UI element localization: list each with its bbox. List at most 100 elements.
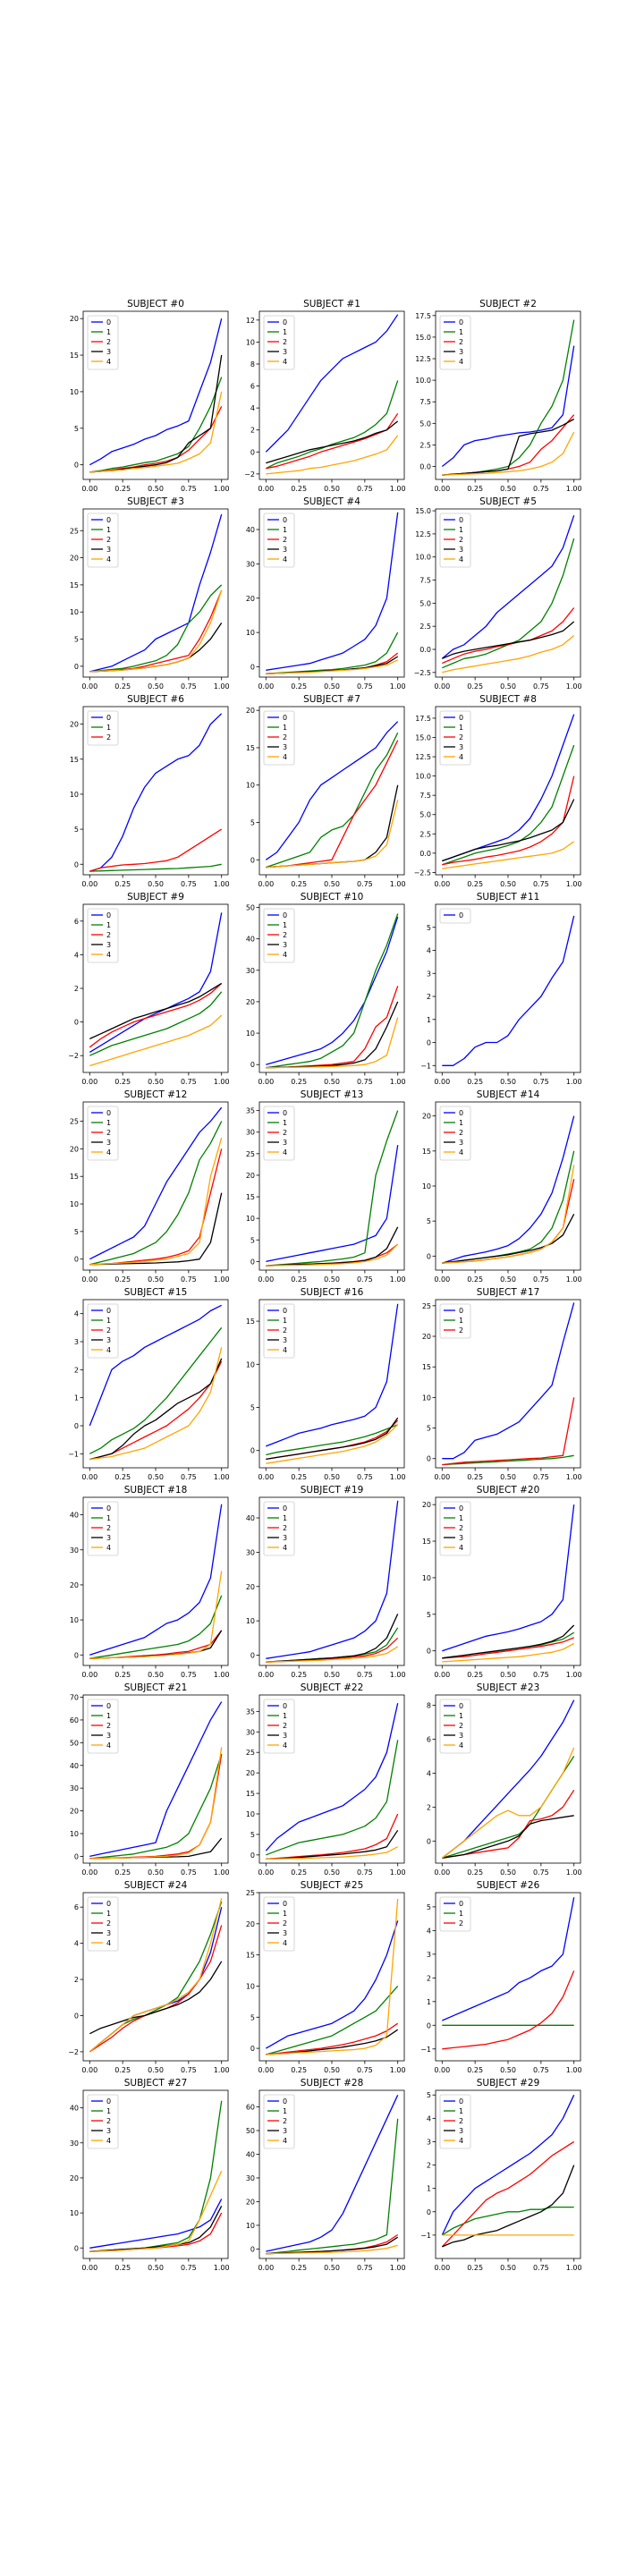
legend-label: 2 bbox=[459, 733, 463, 741]
x-tick-label: 0.00 bbox=[258, 485, 274, 493]
series-line-4 bbox=[266, 2244, 398, 2255]
series-line-3 bbox=[266, 420, 399, 464]
y-tick-label: 15 bbox=[246, 1790, 255, 1798]
subplot: SUBJECT #6 0.00 0.25 0.50 0.75 1.00 0 5 10 15 20 0 1… bbox=[70, 694, 230, 888]
x-tick-label: 0.00 bbox=[81, 1078, 97, 1086]
subplot-title: SUBJECT #14 bbox=[477, 1089, 540, 1100]
legend-label: 3 bbox=[106, 941, 111, 949]
series-line-2 bbox=[442, 607, 575, 665]
series-line-1 bbox=[442, 1631, 575, 1659]
subplot: SUBJECT #220.00 0.25 0.50 0.75 1.00051015202… bbox=[246, 1682, 406, 1877]
legend-label: 2 bbox=[283, 931, 287, 939]
y-tick-label: 2.5 bbox=[419, 830, 431, 838]
x-tick-label: 0.00 bbox=[434, 485, 450, 493]
x-tick-label: 0.00 bbox=[81, 682, 97, 691]
axes-frame bbox=[258, 2089, 405, 2259]
legend-label: 1 bbox=[283, 526, 287, 534]
legend-label: 3 bbox=[459, 546, 463, 554]
series-line-1 bbox=[89, 991, 223, 1056]
axes-frame bbox=[435, 2089, 581, 2259]
series-line-2 bbox=[89, 1630, 223, 1659]
series-line-0 bbox=[89, 318, 223, 466]
y-tick-label: −1 bbox=[420, 1062, 431, 1070]
y-tick-label: 6 bbox=[74, 1903, 79, 1911]
y-tick-label: 1 bbox=[427, 2185, 431, 2193]
legend-label: 0 bbox=[459, 911, 463, 919]
legend-label: 4 bbox=[106, 1939, 111, 1947]
subplot-title: SUBJECT #13 bbox=[301, 1089, 364, 1100]
series-line-1 bbox=[89, 584, 223, 673]
series-line-3 bbox=[442, 1213, 575, 1264]
y-tick-label: 4 bbox=[427, 1927, 431, 1935]
subplot-title: SUBJECT #12 bbox=[124, 1089, 188, 1100]
legend-label: 2 bbox=[459, 1722, 463, 1730]
x-tick-label: 0.00 bbox=[81, 1275, 97, 1284]
series-line-0 bbox=[265, 721, 399, 860]
subplot: SUBJECT #210.00 0.25 0.50 0.75 1.00010203040… bbox=[70, 1682, 230, 1877]
x-tick-label: 1.00 bbox=[390, 2066, 406, 2074]
legend-box bbox=[87, 513, 119, 568]
y-tick-label: −1 bbox=[420, 2232, 431, 2240]
y-tick-label: 2 bbox=[74, 1366, 79, 1374]
x-tick-label: 0.50 bbox=[324, 1868, 340, 1877]
x-tick-label: 1.00 bbox=[566, 1078, 582, 1086]
y-tick-label: 25 bbox=[246, 1889, 255, 1897]
y-tick-label: 0 bbox=[427, 1039, 431, 1047]
x-tick-label: 0.75 bbox=[357, 1868, 373, 1877]
y-tick-label: 7.5 bbox=[419, 792, 431, 800]
series-line-3 bbox=[442, 621, 575, 659]
y-tick-label: 10 bbox=[246, 1617, 255, 1625]
legend-label: 1 bbox=[283, 921, 287, 929]
legend-label: 0 bbox=[283, 1504, 287, 1513]
legend-box bbox=[439, 1303, 471, 1339]
axes-frame bbox=[435, 1892, 581, 2062]
series-line-4 bbox=[442, 431, 575, 476]
legend-box bbox=[87, 1896, 119, 1952]
series-line-1 bbox=[266, 913, 399, 1069]
subplot: SUBJECT #280.00 0.25 0.50 0.75 1.00010203040… bbox=[246, 2078, 406, 2272]
series-line-2 bbox=[442, 1970, 575, 2050]
series-line-2 bbox=[89, 406, 223, 473]
y-tick-label: 30 bbox=[246, 1728, 255, 1736]
x-tick-label: 0.25 bbox=[291, 682, 307, 691]
x-tick-label: 0.25 bbox=[114, 1275, 131, 1284]
legend-label: 2 bbox=[106, 1129, 111, 1137]
x-tick-label: 1.00 bbox=[390, 880, 406, 888]
y-tick-label: 3 bbox=[427, 1951, 431, 1959]
y-tick-label: 2 bbox=[74, 1976, 79, 1984]
legend-label: 3 bbox=[459, 1139, 463, 1147]
y-tick-label: 20 bbox=[70, 721, 79, 729]
x-tick-label: 0.50 bbox=[148, 485, 164, 493]
legend-label: 3 bbox=[106, 1534, 111, 1542]
y-tick-label: −2.5 bbox=[414, 669, 431, 677]
y-tick-label: 5 bbox=[427, 1903, 431, 1911]
x-tick-label: 0.00 bbox=[258, 880, 274, 888]
legend-label: 0 bbox=[283, 714, 287, 722]
x-tick-label: 0.25 bbox=[467, 1671, 483, 1679]
subplot: SUBJECT #170.00 0.25 0.50 0.75 1.00051015202… bbox=[422, 1287, 582, 1481]
x-tick-label: 0.50 bbox=[148, 2066, 164, 2074]
y-tick-label: 12.5 bbox=[415, 530, 431, 538]
legend-label: 0 bbox=[459, 1900, 463, 1908]
series-line-1 bbox=[266, 380, 399, 470]
series-line-1 bbox=[266, 1985, 399, 2055]
series-line-1 bbox=[441, 2206, 574, 2236]
y-tick-label: 20 bbox=[422, 1501, 431, 1509]
series-line-3 bbox=[89, 1961, 223, 2035]
y-tick-label: 4 bbox=[74, 951, 79, 959]
y-tick-label: 3 bbox=[427, 970, 431, 978]
series-line-0 bbox=[442, 1115, 575, 1264]
y-tick-label: 10 bbox=[246, 1215, 255, 1223]
y-tick-label: 6 bbox=[250, 383, 255, 391]
subplot-title: SUBJECT #28 bbox=[301, 2078, 364, 2089]
y-tick-label: 6 bbox=[427, 1735, 431, 1743]
series-line-3 bbox=[266, 1417, 399, 1461]
series-line-4 bbox=[266, 1646, 399, 1663]
